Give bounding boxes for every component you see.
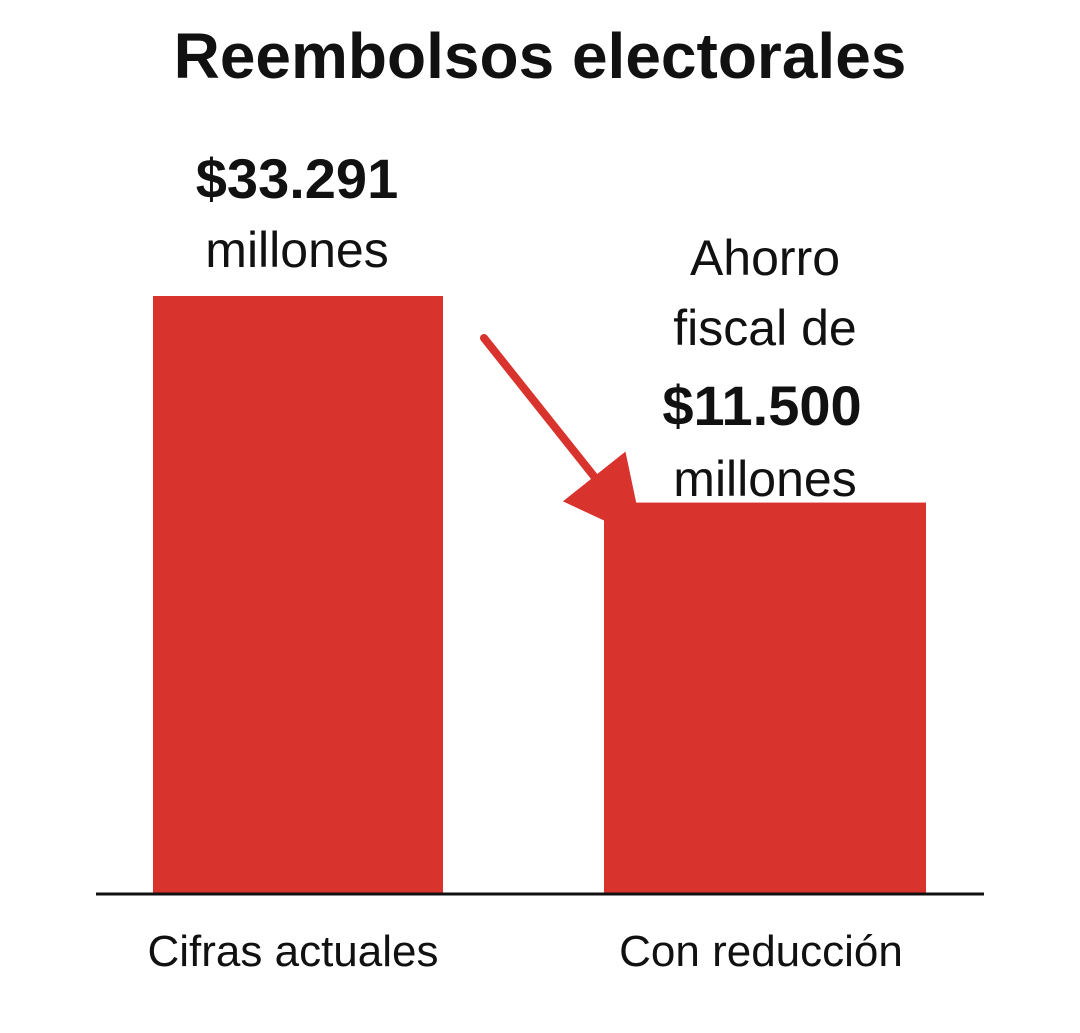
annotation-line-1: Ahorro [690, 230, 840, 286]
bar-group [153, 296, 926, 894]
value-label-unit: millones [205, 222, 388, 278]
x-tick-label-con-reduccion: Con reducción [619, 927, 903, 976]
chart-title: Reembolsos electorales [174, 20, 907, 92]
bar-con-reduccion [604, 502, 926, 894]
bar-cifras-actuales [153, 296, 443, 894]
annotation-amount: $11.500 [662, 374, 861, 437]
value-label-amount: $33.291 [196, 147, 398, 210]
annotation-unit: millones [673, 451, 856, 507]
reduction-arrow [480, 334, 644, 540]
annotation-line-2: fiscal de [673, 300, 856, 356]
x-tick-label-cifras-actuales: Cifras actuales [147, 927, 438, 976]
